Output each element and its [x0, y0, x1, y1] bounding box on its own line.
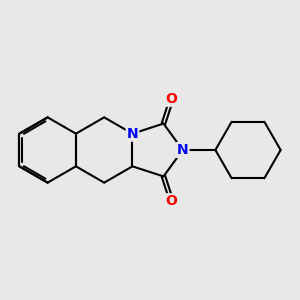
- Text: O: O: [166, 92, 178, 106]
- Text: N: N: [177, 143, 188, 157]
- Text: O: O: [166, 194, 178, 208]
- Text: N: N: [127, 127, 138, 141]
